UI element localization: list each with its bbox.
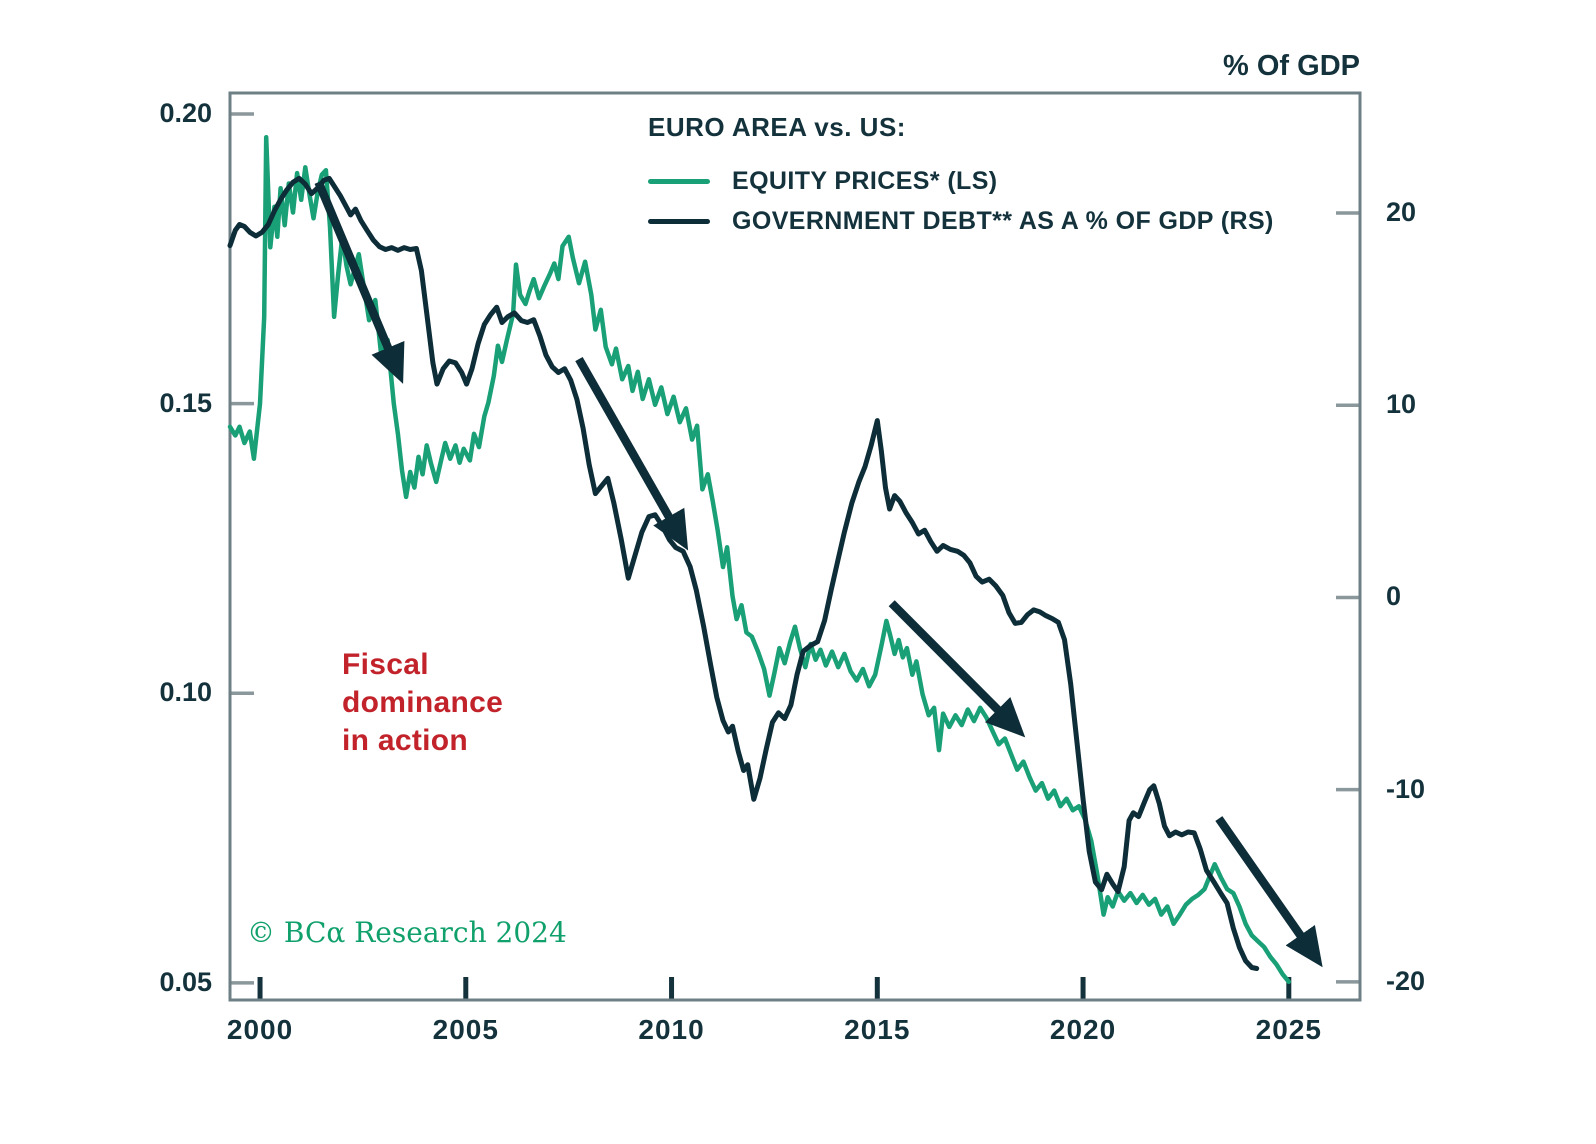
x-tick-label: 2015 <box>844 1014 911 1045</box>
legend-item-debt: GOVERNMENT DEBT** AS A % OF GDP (RS) <box>648 201 1274 241</box>
x-tick-label: 2025 <box>1255 1014 1322 1045</box>
fiscal-dominance-annotation: Fiscal dominance in action <box>342 646 503 760</box>
equity-prices-line <box>227 134 1292 985</box>
fiscal-note-line: dominance <box>342 686 504 719</box>
legend-title: EURO AREA vs. US: <box>648 112 906 142</box>
y-left-tick-label: 0.10 <box>159 677 212 708</box>
y-right-tick-label: 20 <box>1386 196 1417 227</box>
right-axis-title: % Of GDP <box>1223 50 1360 82</box>
x-tick-label: 2000 <box>226 1014 294 1045</box>
y-right-tick-label: -20 <box>1386 965 1426 996</box>
legend-item-label: EQUITY PRICES* (LS) <box>732 166 998 195</box>
fiscal-note-line: in action <box>342 724 469 757</box>
x-tick-label: 2005 <box>432 1014 499 1045</box>
fiscal-note-line: Fiscal <box>342 648 429 681</box>
copyright-credit: © BCα Research 2024 <box>247 916 567 949</box>
x-tick-label: 2020 <box>1049 1014 1117 1045</box>
downtrend-arrow <box>314 180 405 384</box>
y-left-tick-label: 0.20 <box>159 98 212 129</box>
equity-line-swatch-icon <box>648 178 710 184</box>
y-left-tick-label: 0.15 <box>159 387 212 418</box>
legend-item-equity: EQUITY PRICES* (LS) <box>648 161 1274 201</box>
government-debt-line <box>227 175 1260 971</box>
downtrend-arrow <box>1215 816 1323 968</box>
legend: EURO AREA vs. US: EQUITY PRICES* (LS) GO… <box>648 112 1274 241</box>
y-right-tick-label: 10 <box>1386 389 1417 420</box>
y-left-tick-label: 0.05 <box>159 966 212 997</box>
debt-line-swatch-icon <box>648 218 710 224</box>
x-tick-label: 2010 <box>638 1014 705 1045</box>
y-right-tick-label: -10 <box>1386 773 1426 804</box>
downtrend-arrow <box>888 600 1026 738</box>
downtrend-arrow <box>575 356 689 551</box>
legend-item-label: GOVERNMENT DEBT** AS A % OF GDP (RS) <box>732 206 1274 235</box>
y-right-tick-label: 0 <box>1386 581 1402 612</box>
plot-frame <box>228 91 1362 1002</box>
